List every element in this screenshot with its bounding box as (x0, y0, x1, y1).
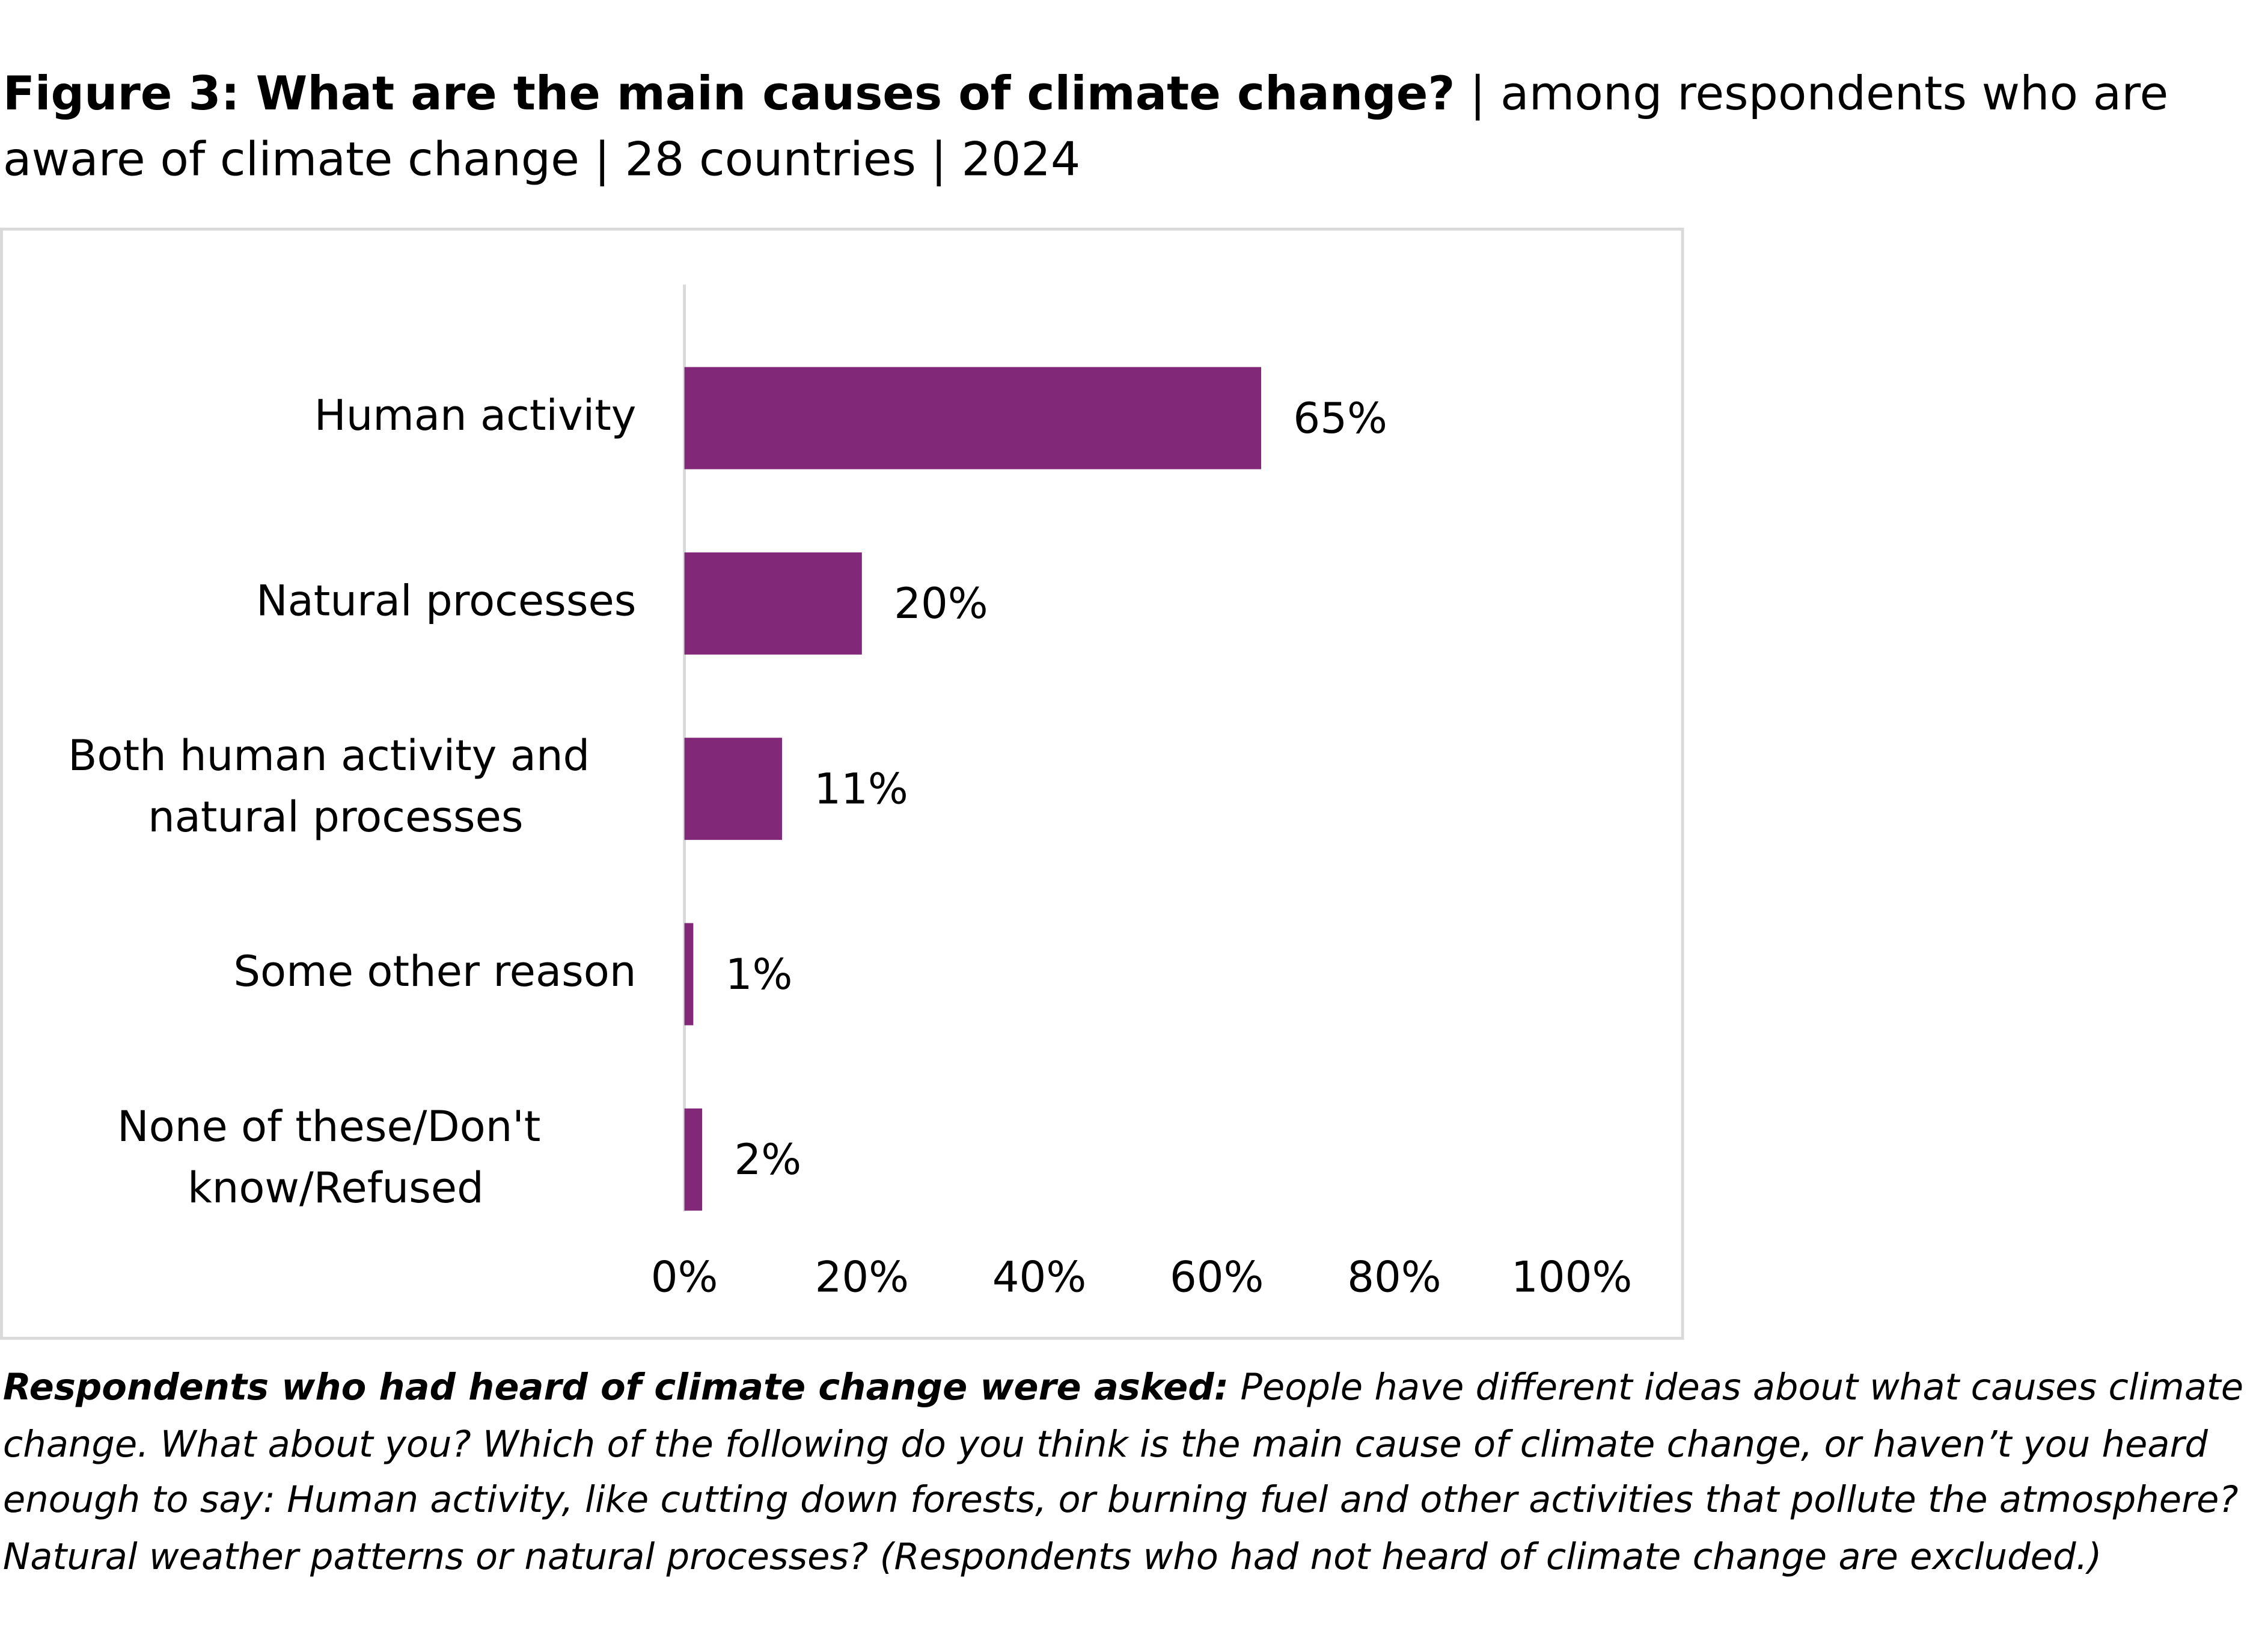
y-tick-label: None of these/Don't know/Refused (117, 1101, 554, 1212)
footnote: Respondents who had heard of climate cha… (3, 1360, 2251, 1585)
y-tick-label: Both human activity and natural processe… (68, 731, 604, 842)
value-label: 1% (726, 950, 793, 999)
chart-title: Figure 3: What are the main causes of cl… (2, 66, 1455, 121)
value-label: 65% (1293, 394, 1387, 443)
bar (684, 923, 694, 1026)
label-line: Both human activity and (68, 731, 604, 780)
value-label: 11% (814, 765, 908, 814)
footnote-lead: Respondents who had heard of climate cha… (2, 1366, 1229, 1409)
x-tick-label: 20% (815, 1253, 909, 1302)
bar (684, 1108, 703, 1211)
bar (684, 738, 782, 840)
x-tick-label: 60% (1170, 1253, 1264, 1302)
label-line: know/Refused (188, 1163, 484, 1212)
label-line: None of these/Don't (117, 1101, 554, 1151)
y-tick-label: Human activity (314, 391, 637, 440)
x-tick-label: 100% (1511, 1253, 1632, 1302)
bar (684, 367, 1262, 470)
chart-subtitle: | among respondents who are aware of cli… (2, 66, 2169, 187)
y-tick-label: Natural processes (256, 576, 636, 625)
x-tick-label: 0% (651, 1253, 718, 1302)
value-label: 20% (894, 579, 988, 628)
x-tick-label: 40% (992, 1253, 1086, 1302)
bar (684, 552, 862, 655)
x-tick-label: 80% (1347, 1253, 1441, 1302)
chart-frame (0, 227, 1684, 1340)
header: Figure 3: What are the main causes of cl… (3, 61, 2251, 192)
y-tick-label: Some other reason (233, 947, 636, 996)
value-label: 2% (735, 1135, 802, 1184)
label-line: natural processes (148, 792, 523, 842)
footnote-text: People have different ideas about what c… (2, 1366, 2244, 1577)
